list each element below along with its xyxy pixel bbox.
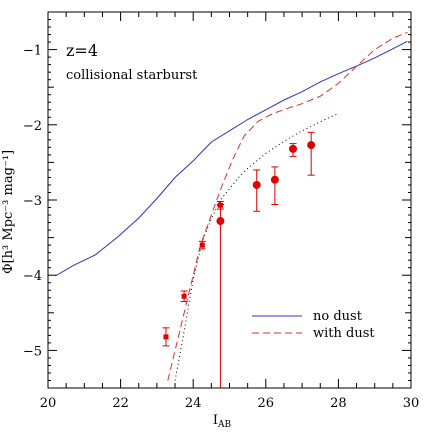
y-tick-label: −4 bbox=[23, 269, 42, 284]
legend-label-no-dust: no dust bbox=[313, 309, 363, 324]
y-tick-labels: −1 −2 −3 −4 −5 bbox=[23, 44, 42, 360]
y-tick-label: −2 bbox=[23, 119, 42, 134]
x-tick-label: 22 bbox=[112, 396, 129, 411]
x-tick-labels: 20 22 24 26 28 30 bbox=[40, 396, 420, 411]
x-axis-label-main: I bbox=[213, 413, 218, 428]
plot-frame bbox=[47, 11, 412, 389]
legend-label-with-dust: with dust bbox=[313, 326, 375, 341]
data-point-square bbox=[199, 242, 205, 248]
series-layer bbox=[55, 31, 408, 381]
x-tick-label: 24 bbox=[185, 396, 202, 411]
data-point-circle bbox=[252, 180, 261, 189]
x-axis-label: IAB bbox=[213, 413, 232, 430]
y-tick-label: −5 bbox=[23, 344, 42, 359]
data-point-square bbox=[181, 293, 187, 299]
y-axis-label: Φ[h³ Mpc⁻³ mag⁻¹] bbox=[1, 150, 16, 274]
series-no-dust bbox=[55, 40, 408, 277]
data-point-square bbox=[163, 334, 169, 340]
annotation-redshift: z=4 bbox=[66, 41, 98, 60]
x-tick-label: 20 bbox=[40, 396, 57, 411]
x-tick-label: 28 bbox=[330, 396, 347, 411]
legend: no dust with dust bbox=[252, 309, 375, 341]
y-tick-label: −3 bbox=[23, 194, 42, 209]
observed-points-layer bbox=[162, 131, 316, 388]
x-axis-label-sub: AB bbox=[217, 420, 231, 430]
x-tick-label: 26 bbox=[258, 396, 275, 411]
data-point-circle bbox=[270, 175, 279, 184]
data-point-circle bbox=[307, 141, 316, 150]
series-dotted bbox=[174, 113, 339, 381]
y-tick-label: −1 bbox=[23, 44, 42, 59]
data-point-circle bbox=[289, 144, 298, 153]
svg-text:IAB: IAB bbox=[213, 413, 232, 430]
x-tick-label: 30 bbox=[403, 396, 420, 411]
annotation-model: collisional starburst bbox=[66, 68, 198, 83]
data-point-circle bbox=[216, 217, 225, 226]
